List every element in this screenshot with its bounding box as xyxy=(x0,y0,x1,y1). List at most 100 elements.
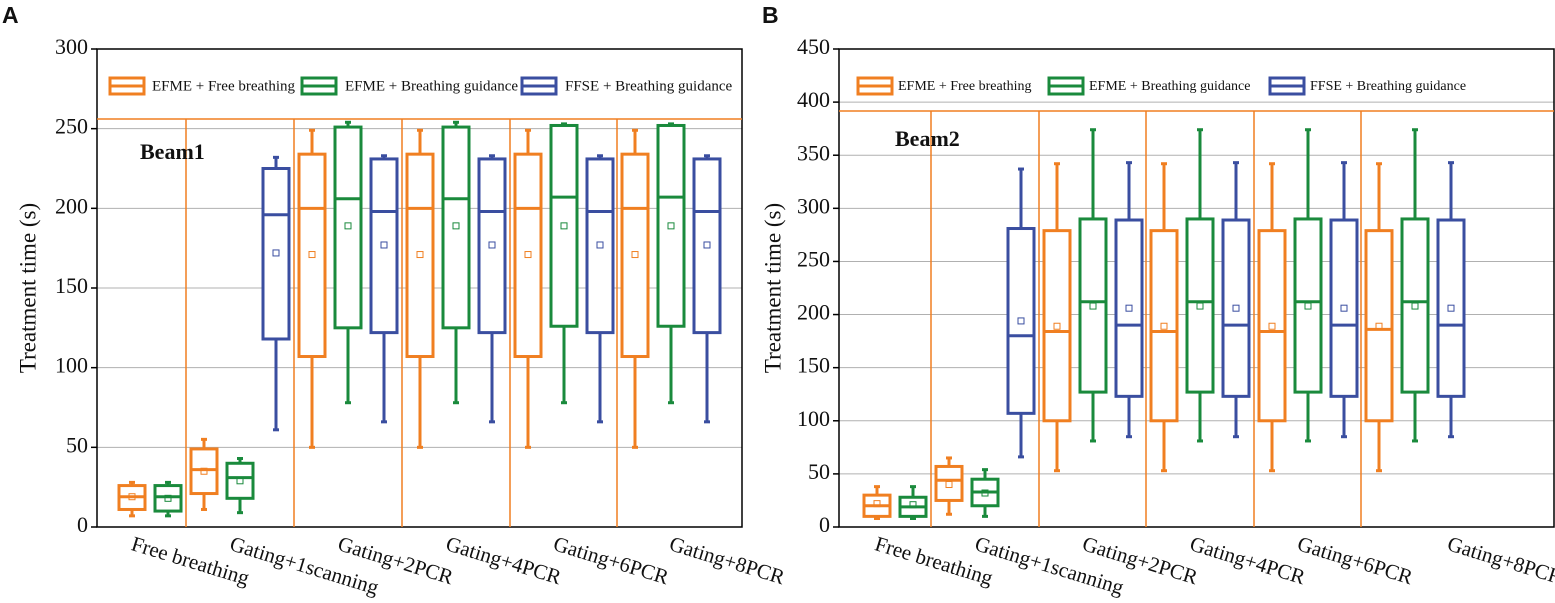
mean-marker xyxy=(236,477,244,485)
box xyxy=(656,123,686,328)
mean-marker xyxy=(1053,322,1061,330)
box xyxy=(934,464,964,502)
y-tick-label: 100 xyxy=(797,406,830,431)
y-tick-label: 400 xyxy=(797,87,830,112)
panel-label: A xyxy=(2,2,19,28)
mean-marker xyxy=(416,251,424,259)
mean-marker xyxy=(164,494,172,502)
box xyxy=(1221,218,1251,398)
box xyxy=(1185,217,1215,394)
annotation: Beam2 xyxy=(895,126,960,151)
x-tick-label: Gating+6PCR xyxy=(551,531,672,589)
box xyxy=(333,125,363,330)
mean-marker xyxy=(560,222,568,230)
box xyxy=(1114,218,1144,398)
mean-marker xyxy=(703,241,711,249)
y-tick-label: 200 xyxy=(55,193,88,218)
box xyxy=(1006,227,1036,415)
y-tick-label: 50 xyxy=(66,432,88,457)
y-axis-label: Treatment time (s) xyxy=(760,203,785,373)
mean-marker xyxy=(873,500,881,508)
annotation: Beam1 xyxy=(140,139,205,164)
y-tick-label: 0 xyxy=(77,512,88,537)
mean-marker xyxy=(1125,304,1133,312)
legend-label: EFME + Breathing guidance xyxy=(1089,79,1250,94)
y-tick-label: 450 xyxy=(797,34,830,59)
box xyxy=(620,152,650,359)
box xyxy=(225,461,255,500)
y-tick-label: 250 xyxy=(797,246,830,271)
mean-marker xyxy=(1411,302,1419,310)
legend-label: EFME + Breathing guidance xyxy=(345,78,518,94)
box xyxy=(1329,218,1359,398)
mean-marker xyxy=(945,481,953,489)
y-tick-label: 250 xyxy=(55,114,88,139)
box xyxy=(692,157,722,335)
mean-marker xyxy=(128,493,136,501)
mean-marker xyxy=(909,501,917,509)
mean-marker xyxy=(1017,317,1025,325)
mean-marker xyxy=(380,241,388,249)
box xyxy=(153,484,183,513)
box xyxy=(189,447,219,496)
x-tick-label: Gating+6PCR xyxy=(1295,531,1416,589)
x-tick-label: Gating+8PCR xyxy=(1445,531,1555,589)
box xyxy=(1400,217,1430,394)
x-tick-label: Gating+4PCR xyxy=(443,531,564,589)
mean-marker xyxy=(1089,302,1097,310)
y-tick-label: 0 xyxy=(819,512,830,537)
y-tick-label: 300 xyxy=(797,193,830,218)
y-tick-label: 50 xyxy=(808,459,830,484)
legend-label: FFSE + Breathing guidance xyxy=(1310,79,1466,94)
mean-marker xyxy=(272,249,280,257)
legend-label: EFME + Free breathing xyxy=(898,79,1031,94)
plot-frame xyxy=(838,48,1555,528)
mean-marker xyxy=(981,489,989,497)
panel-label: B xyxy=(762,2,779,28)
y-axis-label: Treatment time (s) xyxy=(15,203,40,373)
mean-marker xyxy=(1340,304,1348,312)
mean-marker xyxy=(1196,302,1204,310)
mean-marker xyxy=(308,251,316,259)
y-tick-label: 300 xyxy=(55,34,88,59)
mean-marker xyxy=(200,467,208,475)
mean-marker xyxy=(631,251,639,259)
mean-marker xyxy=(1375,322,1383,330)
box xyxy=(1078,217,1108,394)
box xyxy=(1364,229,1394,423)
mean-marker xyxy=(1447,304,1455,312)
box xyxy=(297,152,327,359)
box xyxy=(369,157,399,335)
mean-marker xyxy=(344,222,352,230)
plot-frame xyxy=(96,48,743,528)
legend-label: FFSE + Breathing guidance xyxy=(565,78,733,94)
mean-marker xyxy=(1160,322,1168,330)
box xyxy=(1257,229,1287,423)
y-tick-label: 350 xyxy=(797,140,830,165)
box xyxy=(405,152,435,359)
box xyxy=(513,152,543,359)
mean-marker xyxy=(667,222,675,230)
mean-marker xyxy=(524,251,532,259)
box xyxy=(477,157,507,335)
x-tick-label: Gating+8PCR xyxy=(667,531,788,589)
box xyxy=(585,157,615,335)
box xyxy=(261,167,291,341)
mean-marker xyxy=(1304,302,1312,310)
box xyxy=(441,125,471,330)
mean-marker xyxy=(452,222,460,230)
legend-label: EFME + Free breathing xyxy=(152,78,296,94)
box xyxy=(1293,217,1323,394)
box xyxy=(1149,229,1179,423)
y-tick-label: 100 xyxy=(55,353,88,378)
y-tick-label: 150 xyxy=(55,273,88,298)
y-tick-label: 200 xyxy=(797,300,830,325)
mean-marker xyxy=(1232,304,1240,312)
mean-marker xyxy=(488,241,496,249)
mean-marker xyxy=(596,241,604,249)
box xyxy=(1436,218,1466,398)
mean-marker xyxy=(1268,322,1276,330)
y-tick-label: 150 xyxy=(797,353,830,378)
box xyxy=(549,123,579,328)
